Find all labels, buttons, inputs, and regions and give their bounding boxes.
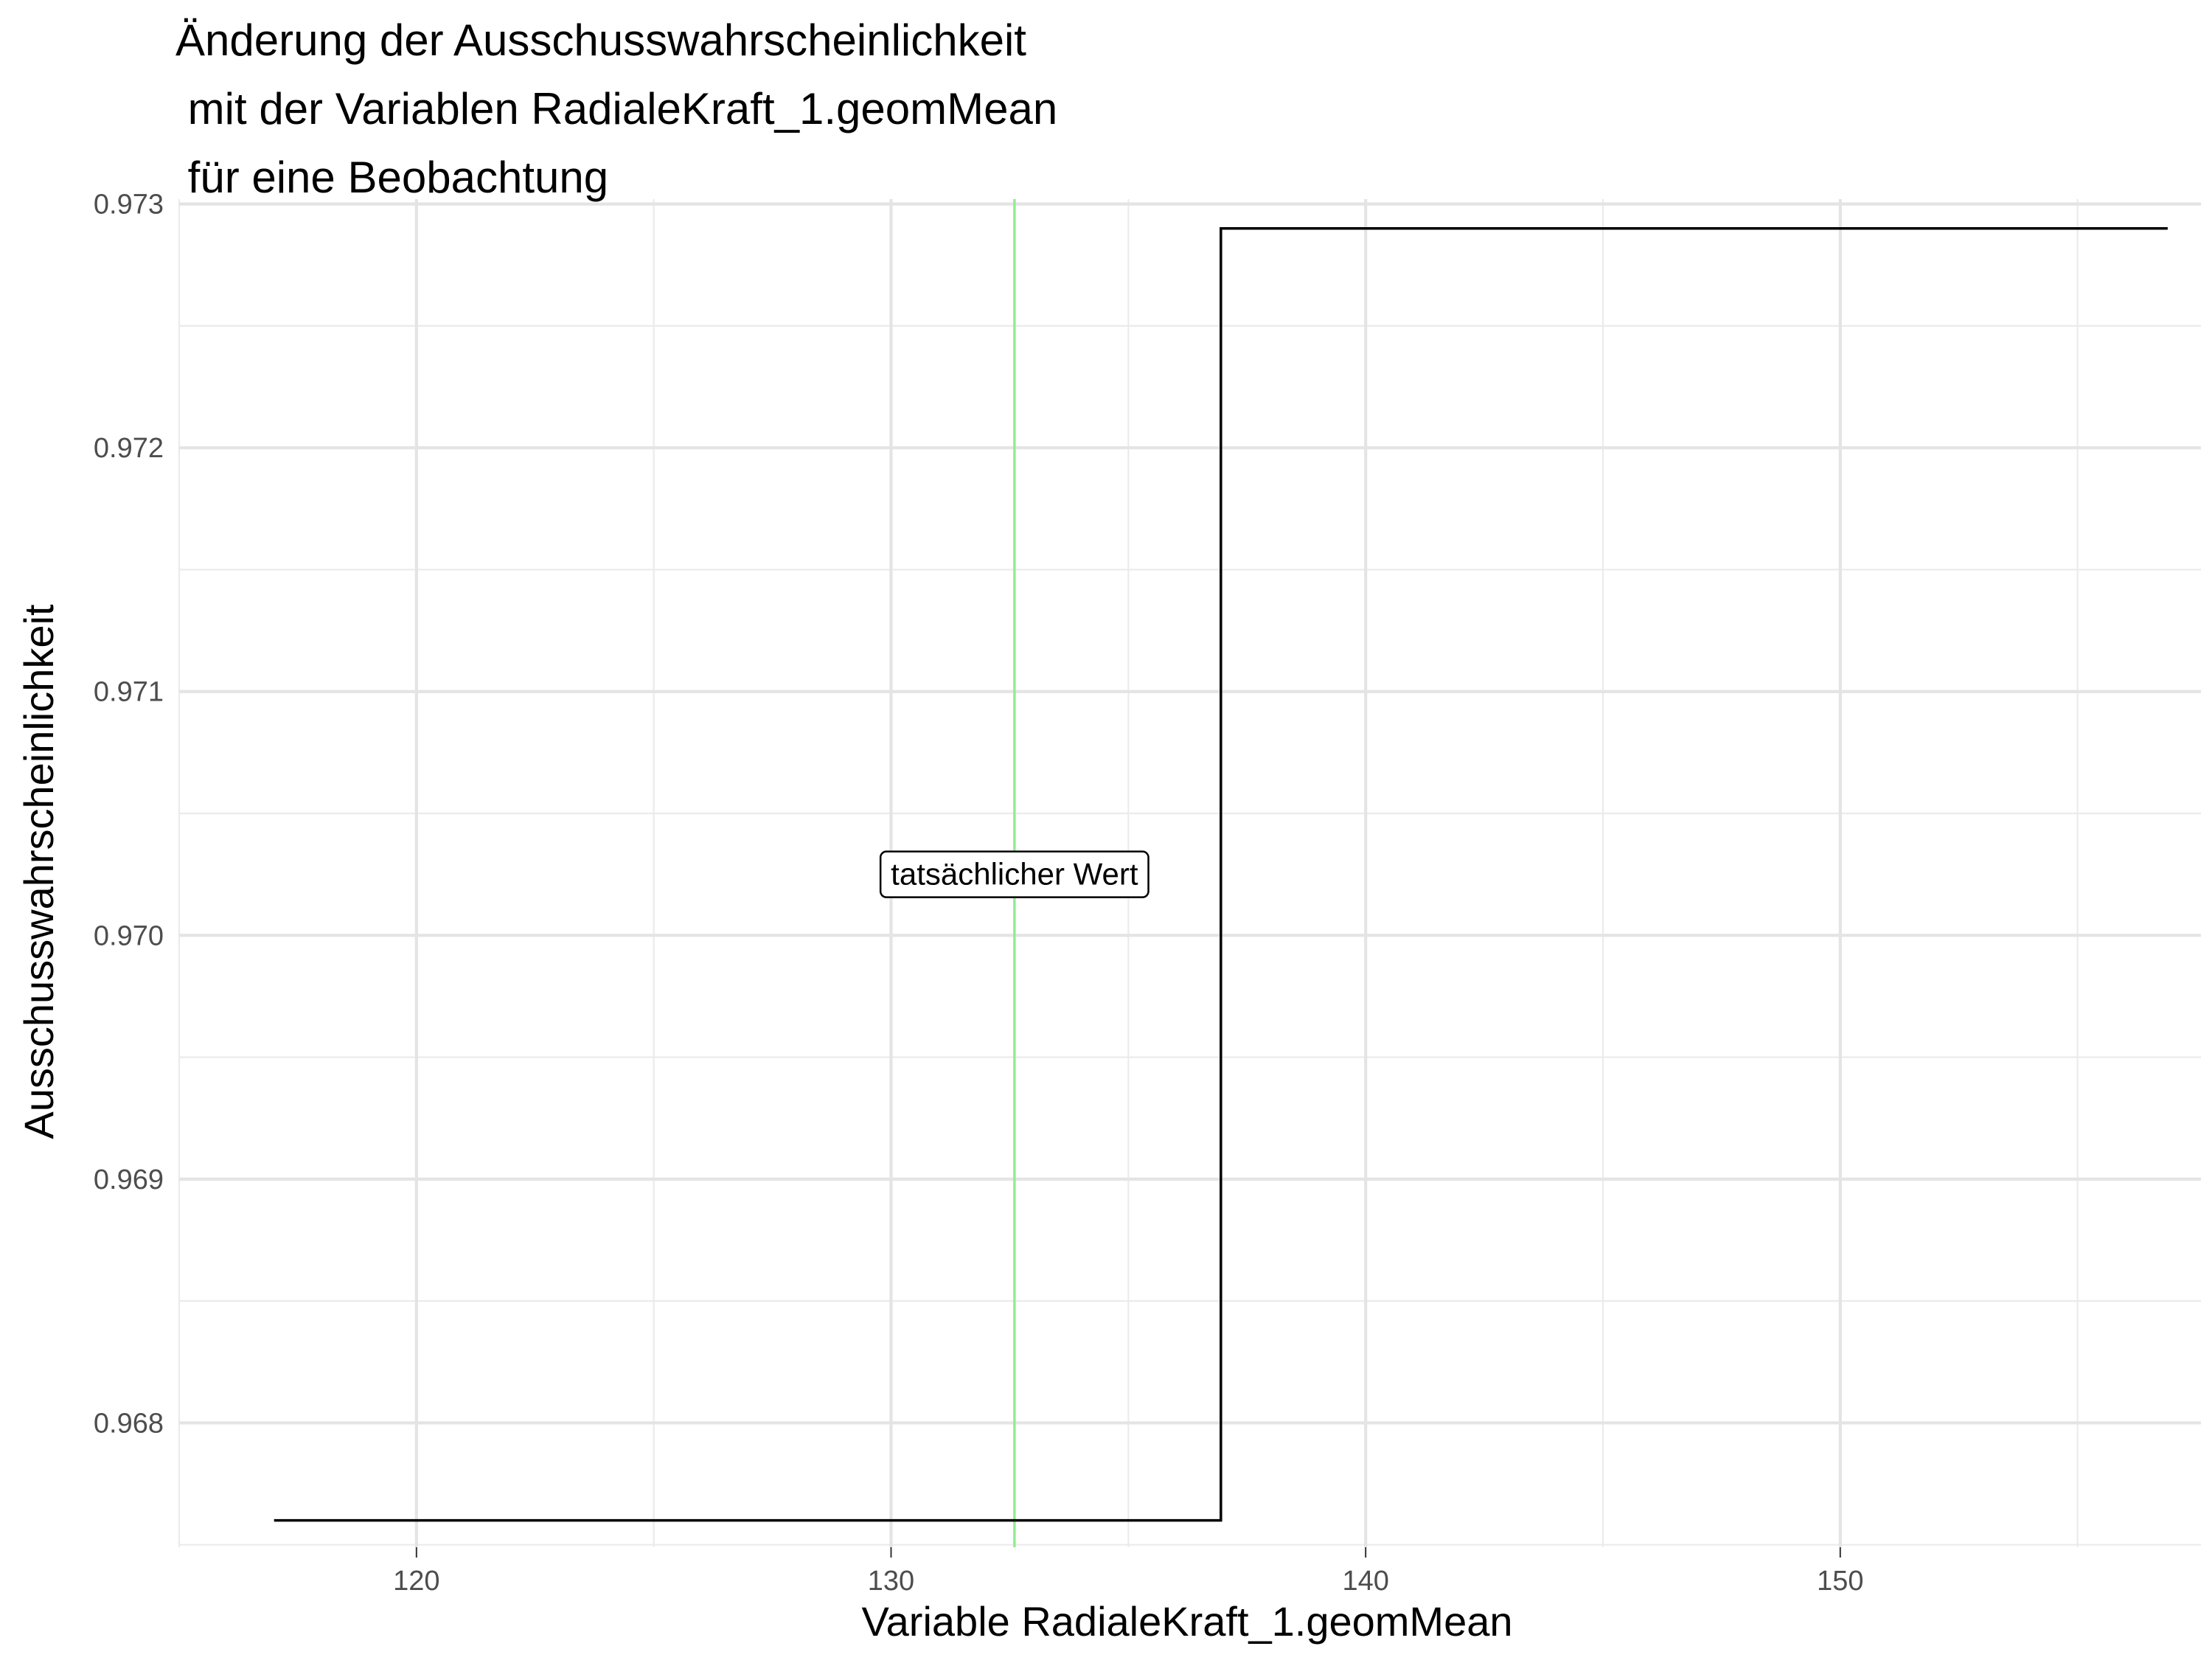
y-axis-label: Ausschusswahrscheinlichkeit — [15, 604, 62, 1139]
plot-layer: tatsächlicher Wert — [274, 199, 2168, 1547]
y-tick-label: 0.968 — [94, 1408, 164, 1439]
gridlines — [178, 199, 2201, 1547]
annotation-text: tatsächlicher Wert — [891, 857, 1138, 892]
y-tick-label: 0.971 — [94, 677, 164, 708]
x-tick-label: 130 — [868, 1566, 914, 1597]
chart-title: Änderung der Ausschusswahrscheinlichkeit… — [175, 15, 1057, 202]
x-tick-label: 120 — [393, 1566, 439, 1597]
annotation-box — [879, 850, 1150, 898]
y-tick-label: 0.972 — [94, 433, 164, 464]
x-tick-label: 140 — [1342, 1566, 1388, 1597]
x-tick-label: 150 — [1817, 1566, 1863, 1597]
chart-title-line: mit der Variablen RadialeKraft_1.geomMea… — [175, 84, 1057, 133]
x-axis-label: Variable RadialeKraft_1.geomMean — [861, 1598, 1512, 1645]
annotation-label: tatsächlicher Wert — [879, 850, 1150, 898]
chart-title-line: Änderung der Ausschusswahrscheinlichkeit — [175, 15, 1026, 65]
series-line — [274, 226, 2168, 1522]
chart-title-line: für eine Beobachtung — [175, 153, 608, 202]
y-tick-label: 0.970 — [94, 920, 164, 951]
y-tick-label: 0.973 — [94, 190, 164, 221]
axis-ticks: 120 130 140 150 0.968 0.969 0.970 0.971 0.972 0.9… — [94, 190, 1864, 1597]
y-tick-label: 0.969 — [94, 1164, 164, 1195]
